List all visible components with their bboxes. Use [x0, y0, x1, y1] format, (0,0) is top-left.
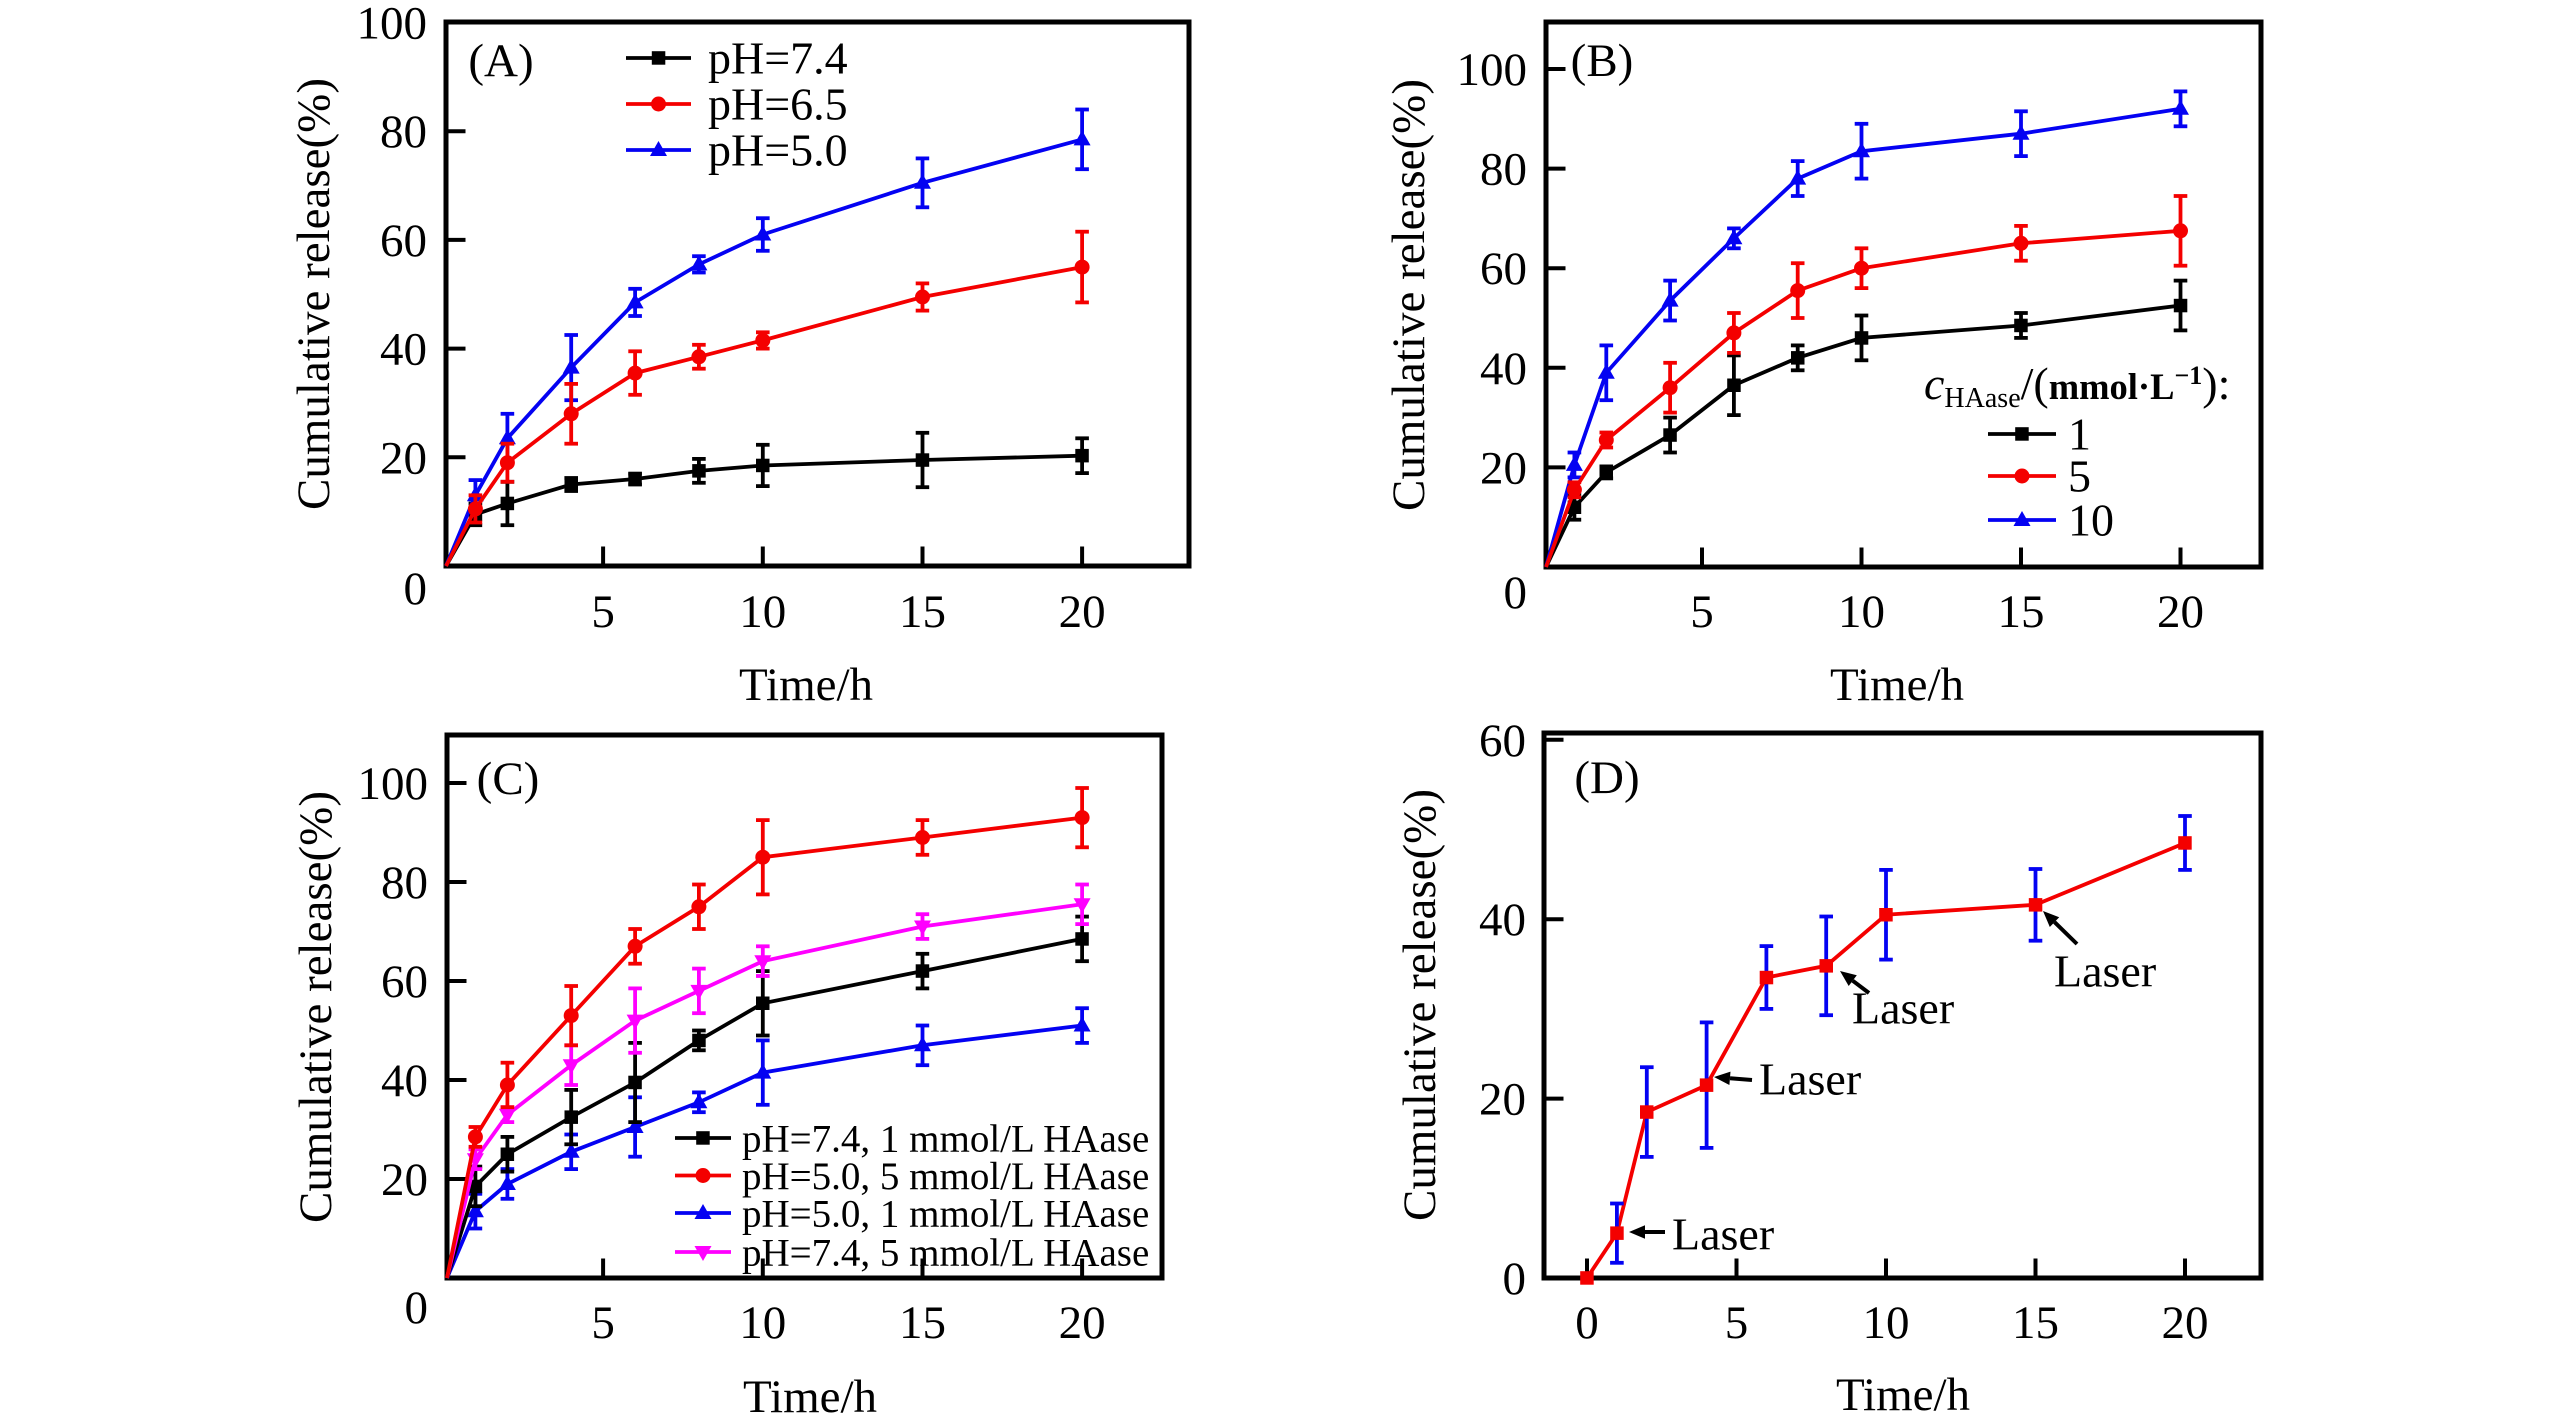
svg-text:pH=5.0, 5 mmol/L HAase: pH=5.0, 5 mmol/L HAase [742, 1155, 1149, 1198]
svg-text:Time/h: Time/h [743, 1371, 877, 1417]
svg-text:0: 0 [1503, 1253, 1527, 1305]
svg-text:80: 80 [380, 106, 427, 158]
svg-text:(C): (C) [477, 753, 540, 805]
svg-text:0: 0 [405, 1282, 429, 1334]
svg-text:100: 100 [357, 0, 428, 49]
svg-text:5: 5 [591, 586, 615, 638]
svg-text:40: 40 [1480, 343, 1527, 395]
svg-text:60: 60 [381, 956, 428, 1008]
svg-text:(A): (A) [468, 35, 533, 87]
svg-text:100: 100 [1457, 44, 1528, 96]
svg-text:Laser: Laser [2054, 946, 2156, 997]
svg-text:0: 0 [1504, 567, 1528, 619]
svg-text:Cumulative release(%): Cumulative release(%) [1383, 79, 1435, 511]
svg-text:10: 10 [2068, 495, 2114, 546]
svg-text:cHAase/(mmol·L−1):: cHAase/(mmol·L−1): [1924, 358, 2230, 414]
svg-text:40: 40 [381, 1055, 428, 1107]
svg-text:5: 5 [591, 1297, 615, 1349]
svg-text:40: 40 [1479, 894, 1526, 946]
svg-text:20: 20 [1059, 586, 1106, 638]
svg-text:60: 60 [380, 215, 427, 267]
svg-text:60: 60 [1479, 715, 1526, 767]
svg-text:(D): (D) [1574, 752, 1639, 804]
svg-text:20: 20 [1480, 442, 1527, 494]
svg-text:10: 10 [1863, 1297, 1910, 1349]
svg-text:Cumulative release(%): Cumulative release(%) [290, 791, 342, 1223]
svg-text:10: 10 [1838, 586, 1885, 638]
svg-text:Cumulative release(%): Cumulative release(%) [288, 78, 340, 510]
svg-text:15: 15 [899, 1297, 946, 1349]
svg-text:15: 15 [899, 586, 946, 638]
svg-text:pH=5.0, 1 mmol/L HAase: pH=5.0, 1 mmol/L HAase [742, 1192, 1149, 1235]
svg-text:0: 0 [1575, 1297, 1599, 1349]
svg-text:Time/h: Time/h [1836, 1369, 1970, 1417]
svg-text:pH=7.4, 5 mmol/L HAase: pH=7.4, 5 mmol/L HAase [742, 1231, 1149, 1274]
svg-text:20: 20 [2157, 586, 2204, 638]
svg-text:(B): (B) [1571, 35, 1634, 87]
svg-text:5: 5 [2068, 451, 2091, 502]
svg-text:20: 20 [2162, 1297, 2209, 1349]
svg-text:Laser: Laser [1672, 1209, 1774, 1260]
svg-text:15: 15 [1998, 586, 2045, 638]
svg-text:80: 80 [381, 857, 428, 909]
svg-text:15: 15 [2012, 1297, 2059, 1349]
svg-text:pH=5.0: pH=5.0 [708, 125, 848, 176]
svg-text:100: 100 [358, 758, 429, 810]
svg-text:0: 0 [404, 563, 428, 615]
svg-text:40: 40 [380, 324, 427, 376]
svg-text:60: 60 [1480, 243, 1527, 295]
svg-text:10: 10 [739, 1297, 786, 1349]
svg-text:pH=6.5: pH=6.5 [708, 79, 848, 130]
svg-text:20: 20 [381, 1154, 428, 1206]
svg-text:pH=7.4: pH=7.4 [708, 33, 848, 84]
svg-text:10: 10 [739, 586, 786, 638]
svg-text:5: 5 [1725, 1297, 1749, 1349]
svg-text:Laser: Laser [1759, 1054, 1861, 1105]
svg-text:5: 5 [1690, 586, 1714, 638]
svg-text:20: 20 [1479, 1074, 1526, 1126]
svg-text:80: 80 [1480, 144, 1527, 196]
svg-text:20: 20 [380, 432, 427, 484]
svg-text:20: 20 [1059, 1297, 1106, 1349]
svg-text:Time/h: Time/h [739, 659, 873, 711]
svg-text:Cumulative release(%): Cumulative release(%) [1394, 789, 1446, 1221]
svg-text:Time/h: Time/h [1830, 659, 1964, 711]
svg-text:pH=7.4, 1 mmol/L HAase: pH=7.4, 1 mmol/L HAase [742, 1117, 1149, 1160]
svg-text:1: 1 [2068, 409, 2091, 460]
